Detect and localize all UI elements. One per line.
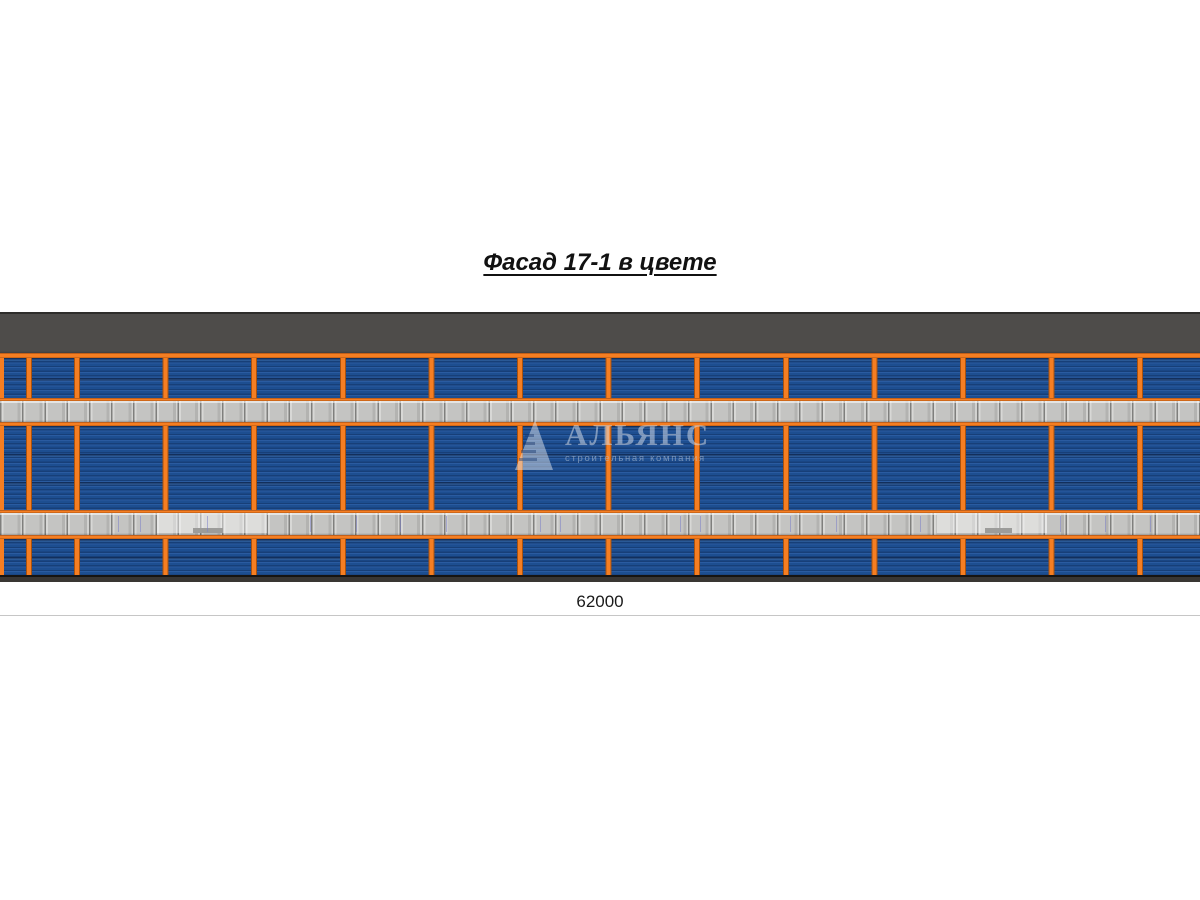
- window-mullion: [540, 516, 541, 532]
- panel-row-upper: [0, 358, 1200, 398]
- window-mullion: [560, 516, 561, 532]
- panel-row-lower: [0, 539, 1200, 575]
- window-mullion: [356, 516, 357, 532]
- window-mullion: [1150, 516, 1151, 532]
- entrance-glazing: [157, 515, 267, 533]
- dimension-label: 62000: [576, 592, 624, 611]
- window-mullion: [1105, 516, 1106, 532]
- drawing-title: Фасад 17-1 в цвете: [483, 249, 717, 276]
- plinth-base: [0, 575, 1200, 582]
- orange-trim-top: [0, 353, 1200, 358]
- door-sill: [193, 528, 223, 533]
- window-mullion: [118, 516, 119, 532]
- window-mullion: [207, 516, 208, 532]
- door-sill: [985, 528, 1012, 533]
- window-mullion: [400, 516, 401, 532]
- orange-trim-above-upper-windows: [0, 398, 1200, 401]
- window-band-lower: [0, 513, 1200, 535]
- roof-parapet: [0, 312, 1200, 353]
- entrance-glazing: [937, 515, 1047, 533]
- window-mullion: [310, 516, 311, 532]
- panel-row-middle: [0, 426, 1200, 510]
- window-mullion: [680, 516, 681, 532]
- facade-elevation: АЛЬЯНС строительная компания: [0, 312, 1200, 582]
- orange-trim-below-upper-windows: [0, 422, 1200, 426]
- orange-trim-below-lower-windows: [0, 535, 1200, 539]
- orange-trim-above-lower-windows: [0, 510, 1200, 513]
- window-mullion: [920, 516, 921, 532]
- dimension-line: [0, 615, 1200, 616]
- window-mullion: [836, 516, 837, 532]
- window-mullion: [700, 516, 701, 532]
- window-mullion: [790, 516, 791, 532]
- window-mullion: [140, 516, 141, 532]
- window-mullion: [1060, 516, 1061, 532]
- window-mullion: [446, 516, 447, 532]
- window-band-upper: [0, 401, 1200, 422]
